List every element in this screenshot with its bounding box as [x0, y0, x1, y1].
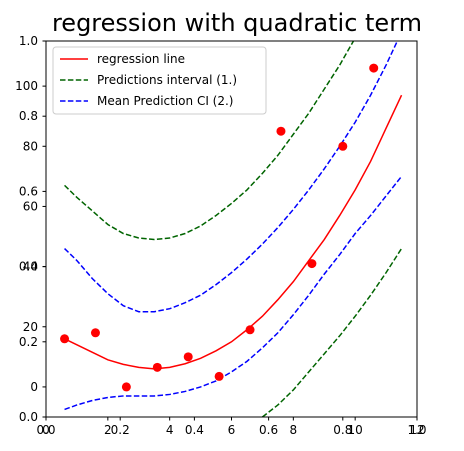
x-tick-label: 0	[42, 423, 50, 437]
plot-curves	[64, 41, 403, 417]
legend-label-prediction-interval: Predictions interval (1.)	[97, 73, 237, 87]
observation-point	[307, 259, 317, 269]
mean-prediction-ci-2-lower-line	[64, 175, 403, 411]
overlay-y-tick-label: 0.2	[19, 335, 38, 349]
observation-points	[60, 63, 379, 392]
observation-point	[183, 352, 193, 362]
observation-point	[214, 371, 224, 381]
y-tick-label: 0	[30, 380, 38, 394]
legend: regression line Predictions interval (1.…	[52, 46, 267, 115]
y-tick-label: 40	[23, 260, 38, 274]
y-tick-label: 80	[23, 139, 38, 153]
observation-point	[276, 126, 286, 136]
regression-line-line	[64, 94, 403, 370]
observation-point	[121, 382, 131, 392]
predictions-interval-1-lower-line	[261, 248, 403, 417]
overlay-y-tick-label: 0.8	[19, 109, 38, 123]
plot-frame	[45, 40, 418, 418]
y-tick-label: 20	[23, 320, 38, 334]
legend-label-mean-prediction-ci: Mean Prediction CI (2.)	[97, 94, 233, 108]
x-tick-label: 2	[104, 423, 112, 437]
observation-point	[60, 334, 70, 344]
overlay-x-tick-label: 0.2	[111, 423, 130, 437]
overlay-x-tick-label: 0.6	[259, 423, 278, 437]
overlay-y-tick-label: 0.6	[19, 184, 38, 198]
overlay-x-tick-label: 0.8	[333, 423, 352, 437]
x-tick-label: 12	[409, 423, 424, 437]
overlay-x-tick-label: 0.0	[36, 423, 55, 437]
overlay-y-tick-label: 1.0	[19, 34, 38, 48]
observation-point	[369, 63, 379, 73]
observation-point	[152, 362, 162, 372]
chart-title: regression with quadratic term	[52, 9, 422, 37]
observation-point	[338, 141, 348, 151]
observation-point	[90, 328, 100, 338]
overlay-x-tick-label: 0.4	[185, 423, 204, 437]
x-tick-label: 6	[228, 423, 236, 437]
axis-ticks: 0 2 4 6 8 10 12 0 20 40 60 80 100 0.0 0.2 0.4 0.6 0.8 1.0 0…	[15, 34, 426, 437]
mean-prediction-ci-2-upper-line	[64, 41, 399, 313]
overlay-y-tick-label: 0.0	[19, 410, 38, 424]
overlay-x-tick-label: 1.0	[407, 423, 426, 437]
x-tick-label: 8	[290, 423, 298, 437]
predictions-interval-1-upper-line	[64, 41, 355, 241]
y-tick-label: 60	[23, 199, 38, 213]
x-tick-label: 4	[166, 423, 174, 437]
legend-box	[52, 46, 267, 115]
legend-label-regression-line: regression line	[97, 52, 185, 66]
y-tick-label: 100	[15, 79, 38, 93]
observation-point	[245, 325, 255, 335]
x-tick-label: 10	[348, 423, 363, 437]
overlay-y-tick-label: 0.4	[19, 260, 38, 274]
